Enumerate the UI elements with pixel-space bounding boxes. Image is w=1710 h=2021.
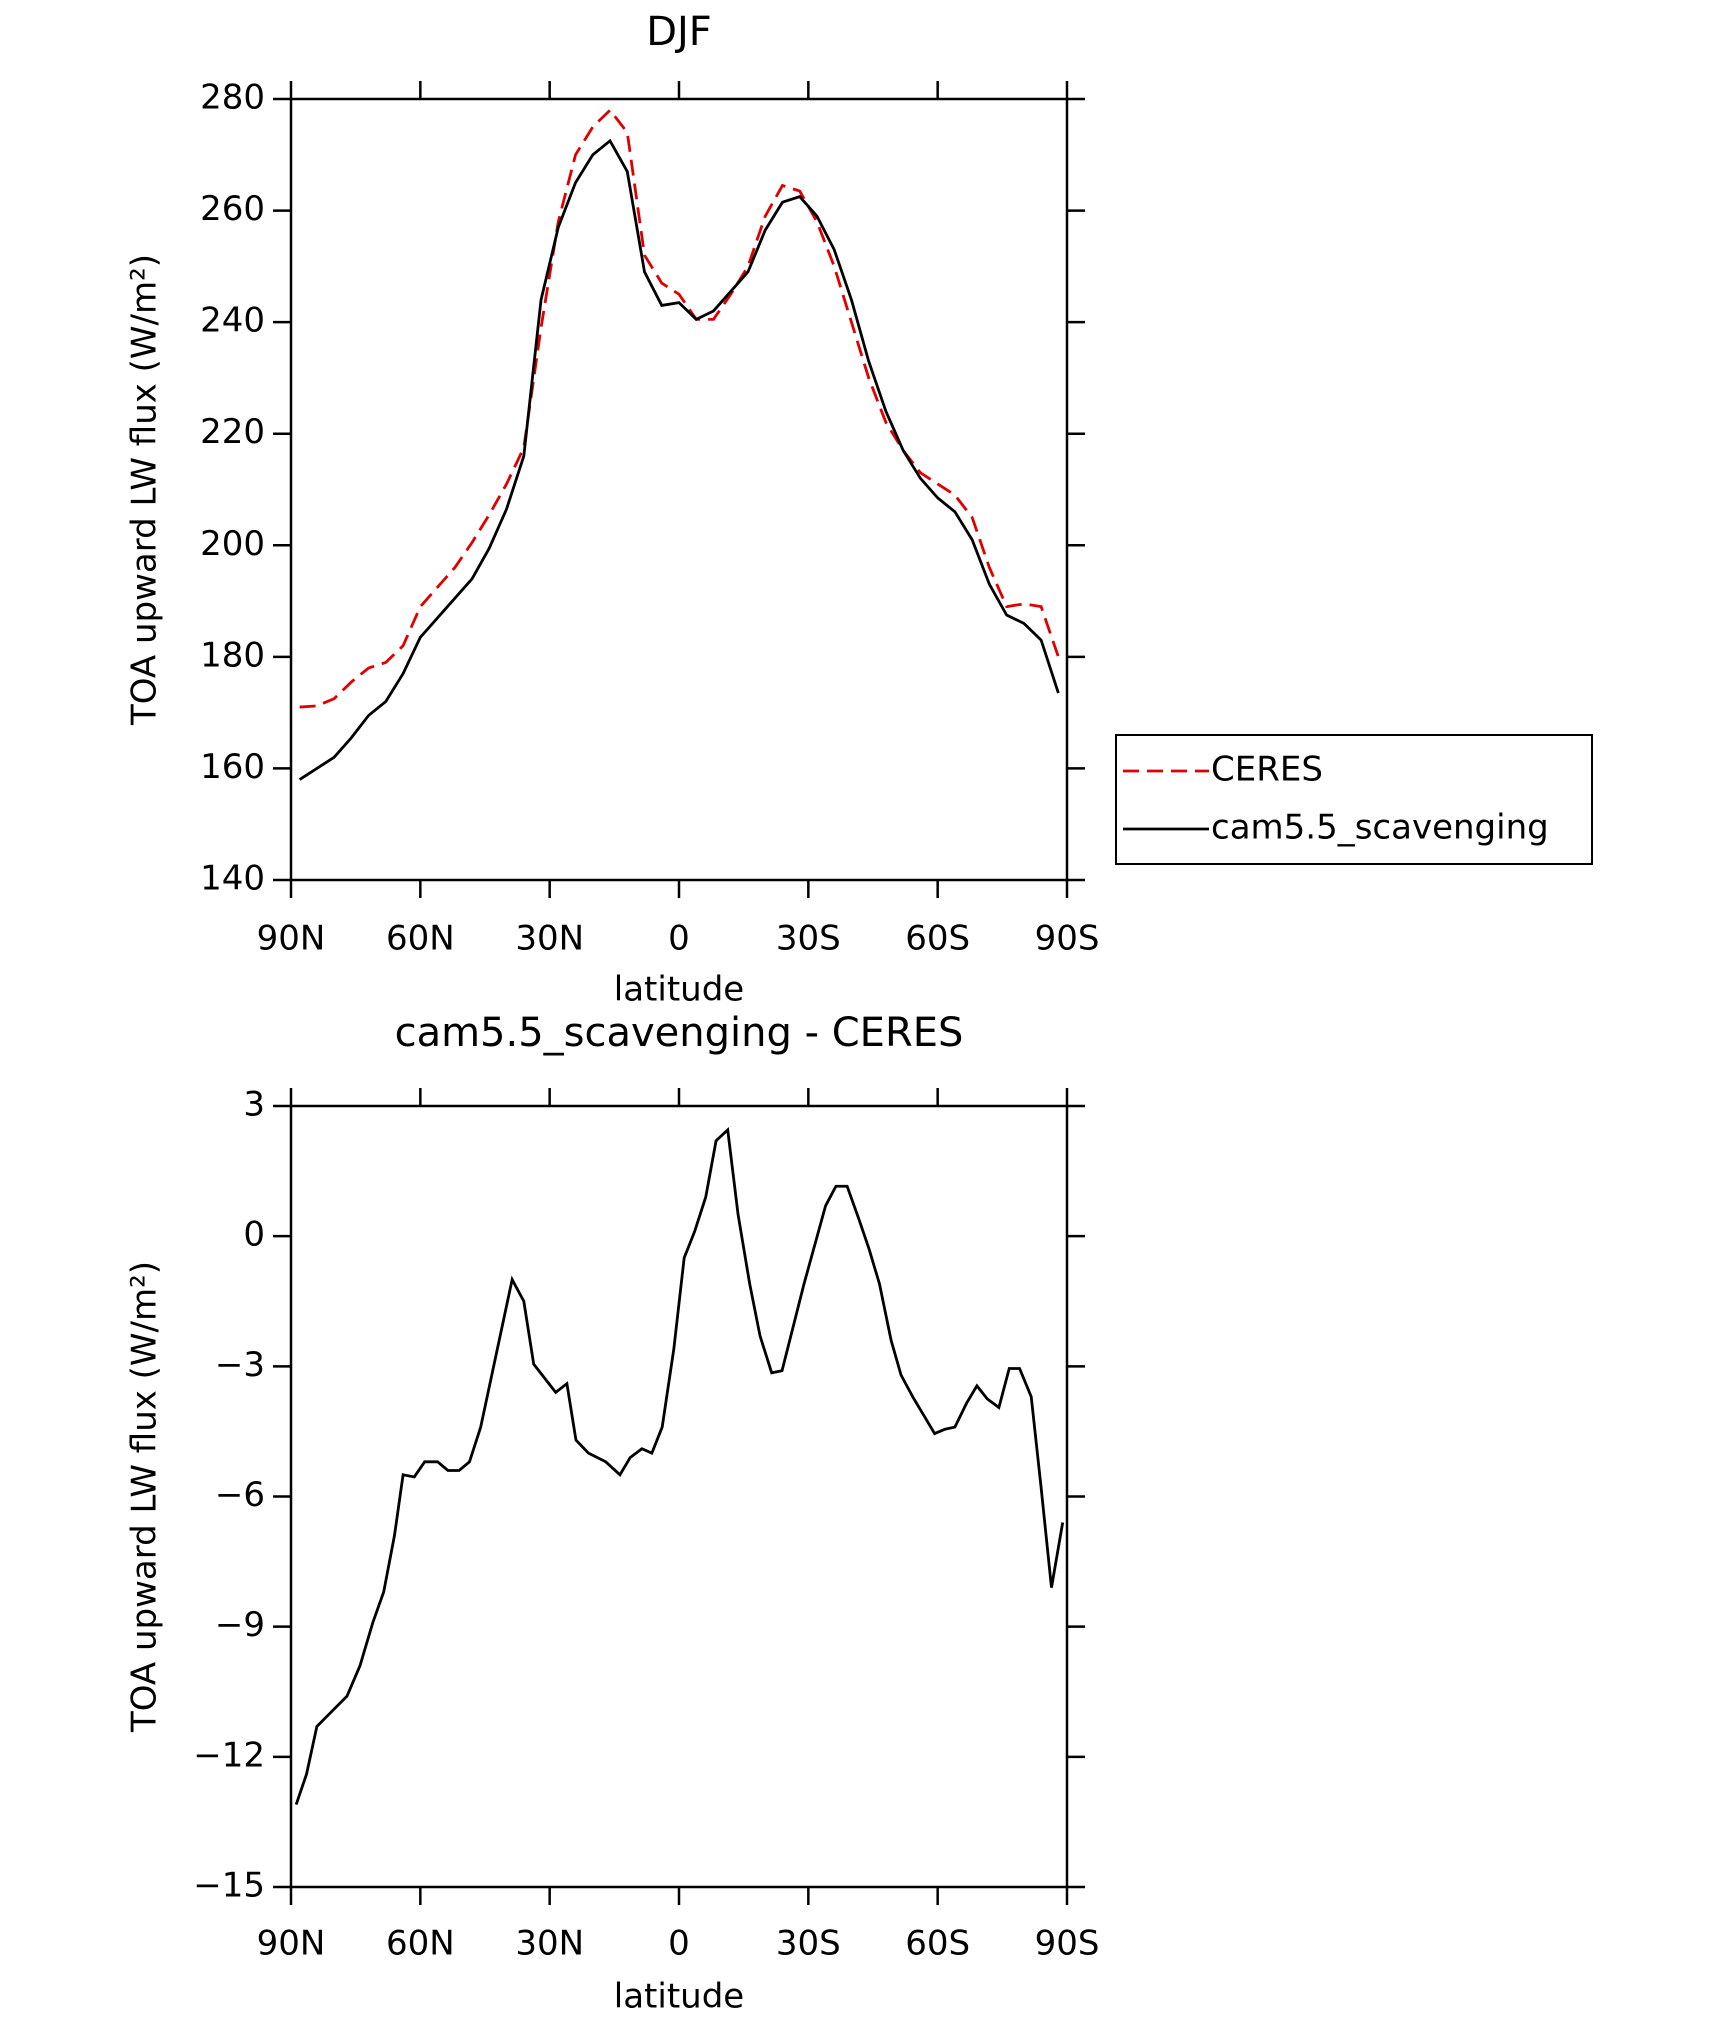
x-tick-label: 30N	[515, 919, 584, 959]
chart-title: DJF	[646, 9, 712, 55]
y-tick-label: 3	[243, 1085, 265, 1125]
y-tick-label: 260	[200, 189, 265, 229]
x-tick-label: 90N	[257, 1924, 326, 1964]
x-tick-label: 0	[668, 919, 690, 959]
x-tick-label: 60N	[386, 1924, 455, 1964]
x-tick-label: 60N	[386, 919, 455, 959]
y-tick-label: −9	[215, 1605, 265, 1645]
y-tick-label: 200	[200, 524, 265, 564]
plot-frame	[289, 1104, 1069, 1889]
plot-frame	[289, 97, 1069, 882]
y-tick-label: −12	[193, 1735, 265, 1775]
legend-label: CERES	[1211, 750, 1323, 790]
y-tick-label: 220	[200, 412, 265, 452]
x-tick-label: 60S	[905, 1924, 970, 1964]
x-tick-label: 30S	[776, 1924, 841, 1964]
y-tick-label: −3	[215, 1345, 265, 1385]
y-axis-label: TOA upward LW flux (W/m²)	[125, 1261, 165, 1733]
y-tick-label: −15	[193, 1866, 265, 1906]
x-tick-label: 30S	[776, 919, 841, 959]
y-axis-label: TOA upward LW flux (W/m²)	[125, 254, 165, 726]
y-tick-label: 140	[200, 859, 265, 899]
data-line	[299, 108, 1060, 709]
y-tick-label: 280	[200, 78, 265, 118]
x-tick-label: 0	[668, 1924, 690, 1964]
x-tick-label: 90S	[1035, 1924, 1100, 1964]
chart-title: cam5.5_scavenging - CERES	[395, 1010, 964, 1056]
data-line	[294, 1126, 1065, 1806]
x-axis-label: latitude	[614, 970, 744, 1010]
legend-label: cam5.5_scavenging	[1211, 808, 1549, 848]
data-line	[298, 138, 1060, 781]
x-tick-label: 30N	[515, 1924, 584, 1964]
y-tick-label: 160	[200, 747, 265, 787]
y-tick-label: 240	[200, 301, 265, 341]
x-tick-label: 90S	[1035, 919, 1100, 959]
y-tick-label: 0	[243, 1215, 265, 1255]
y-tick-label: −6	[215, 1475, 265, 1515]
legend-box	[1115, 734, 1593, 865]
x-axis-label: latitude	[614, 1977, 744, 2017]
y-tick-label: 180	[200, 635, 265, 675]
x-tick-label: 90N	[257, 919, 326, 959]
x-tick-label: 60S	[905, 919, 970, 959]
